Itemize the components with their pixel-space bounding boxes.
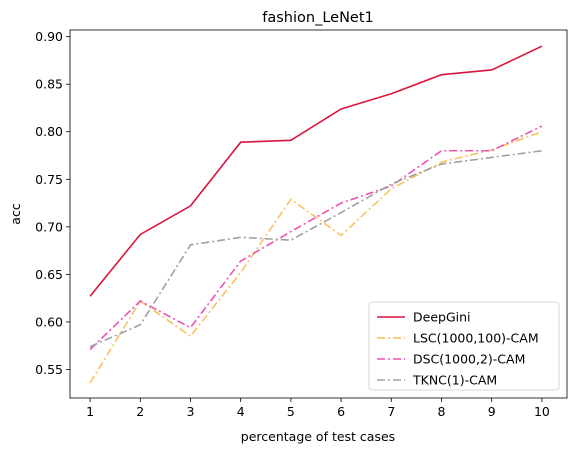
y-tick-label: 0.55 [35, 362, 63, 377]
y-tick-label: 0.70 [35, 219, 63, 234]
plot-frame [69, 29, 568, 399]
chart-title: fashion_LeNet1 [262, 10, 374, 26]
series-line-0 [89, 45, 543, 297]
legend-box [368, 301, 560, 391]
y-tick-label: 0.85 [35, 77, 63, 92]
y-tick-label: 0.75 [35, 172, 63, 187]
y-tick-label: 0.90 [35, 29, 63, 44]
x-tick-label: 6 [337, 404, 345, 419]
legend-label-2: DSC(1000,2)-CAM [413, 352, 525, 367]
legend-label-1: LSC(1000,100)-CAM [413, 331, 539, 346]
x-tick-label: 3 [187, 404, 195, 419]
x-tick-label: 9 [488, 404, 496, 419]
x-tick-label: 2 [136, 404, 144, 419]
legend-label-3: TKNC(1)-CAM [412, 373, 497, 388]
plot-area: 0.55 0.60 0.65 0.70 0.75 0.80 0.85 0.90 1 2 3 4 5 6 7 8… [35, 29, 568, 419]
legend-label-0: DeepGini [413, 310, 471, 325]
x-tick-label: 8 [438, 404, 446, 419]
y-tick-label: 0.65 [35, 267, 63, 282]
x-tick-label: 1 [86, 404, 94, 419]
y-axis-label: acc [8, 203, 23, 225]
series-line-2 [89, 125, 543, 351]
x-axis-label: percentage of test cases [241, 429, 395, 444]
x-tick-label: 5 [287, 404, 295, 419]
y-tick-label: 0.80 [35, 124, 63, 139]
x-tick-label: 4 [237, 404, 245, 419]
x-tick-label: 10 [534, 404, 550, 419]
series-line-1 [89, 130, 543, 384]
y-tick-label: 0.60 [35, 314, 63, 329]
series-line-3 [89, 149, 543, 348]
x-tick-label: 7 [387, 404, 395, 419]
